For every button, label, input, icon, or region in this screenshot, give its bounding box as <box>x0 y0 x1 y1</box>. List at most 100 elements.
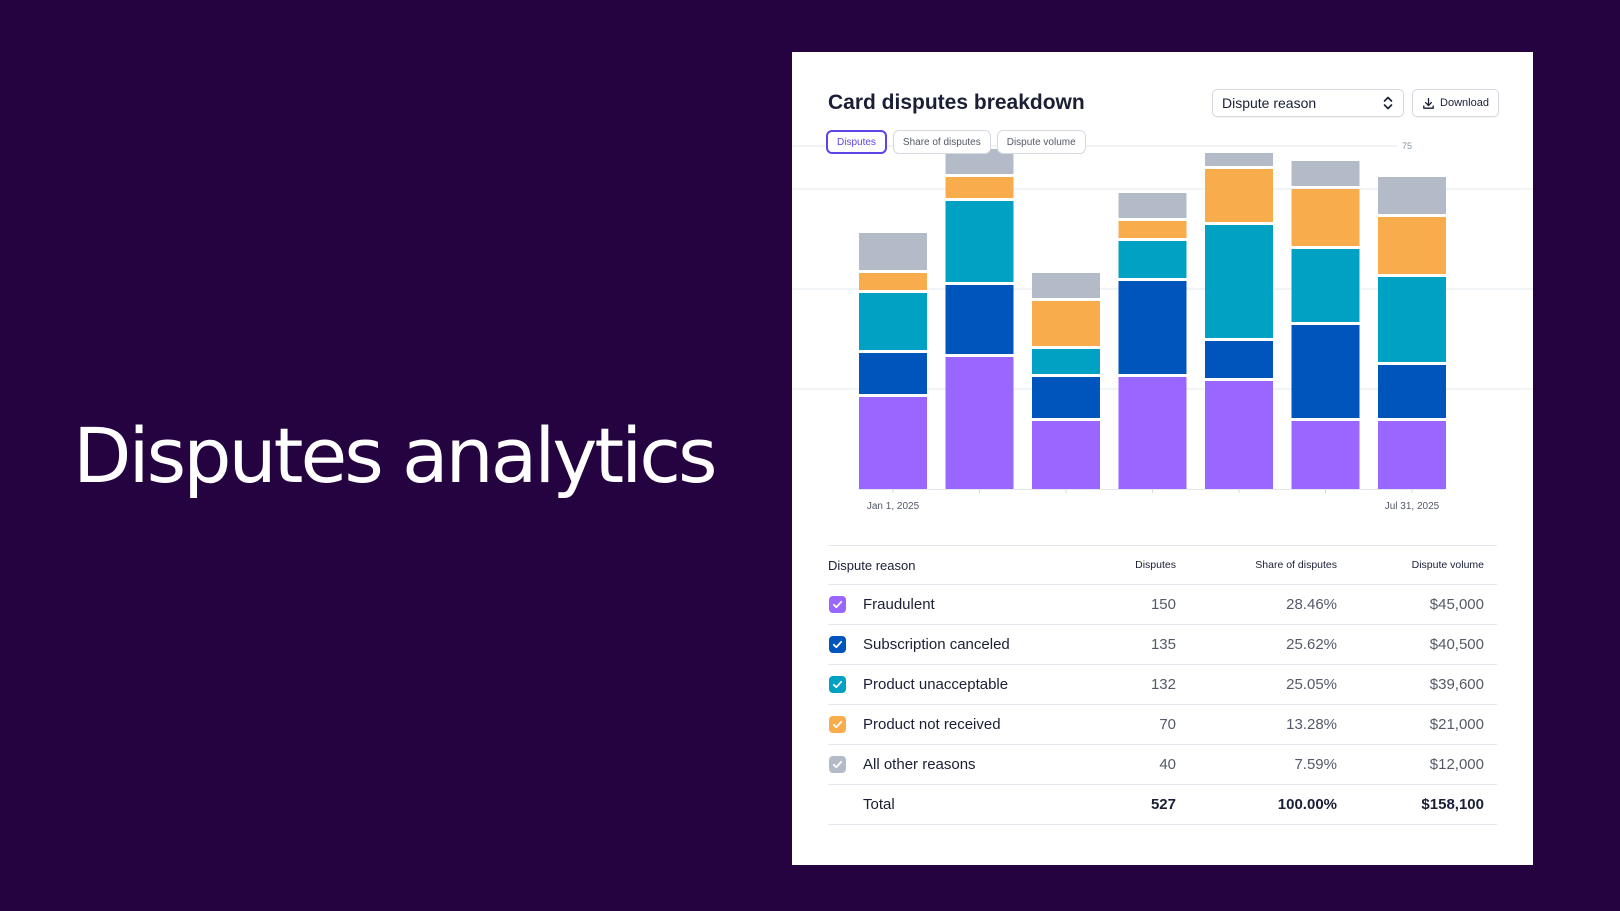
bar-segment <box>1118 281 1187 374</box>
bar-segment <box>1118 241 1187 278</box>
total-volume: $158,100 <box>1421 796 1484 813</box>
bar-segment <box>1032 273 1100 298</box>
checkbox-1[interactable] <box>829 636 846 653</box>
table-row: Product not received 70 13.28% $21,000 <box>828 705 1497 745</box>
bar-segment <box>1118 377 1187 489</box>
bar-segment <box>859 397 927 489</box>
reason-label: All other reasons <box>863 756 976 773</box>
bar-segment <box>859 233 927 270</box>
disputes-cell: 135 <box>1150 636 1176 653</box>
table-row: All other reasons 40 7.59% $12,000 <box>828 745 1497 785</box>
bar-segment <box>859 353 927 394</box>
stacked-bar-chart: 75 Jan 1, 2025 Jul 31, 2025 <box>792 141 1533 512</box>
bar-segment <box>1032 349 1100 374</box>
bar-segment <box>1378 217 1446 274</box>
check-icon <box>832 720 843 729</box>
header-share: Share of disputes <box>1255 559 1337 571</box>
volume-cell: $39,600 <box>1429 676 1484 693</box>
total-disputes: 527 <box>1150 796 1176 813</box>
reason-cell: All other reasons <box>828 756 1088 773</box>
bar-segment <box>1378 177 1446 214</box>
card-title: Card disputes breakdown <box>828 91 1085 114</box>
share-cell: 25.05% <box>1286 676 1337 693</box>
share-cell: 28.46% <box>1286 596 1337 613</box>
volume-cell: $21,000 <box>1429 716 1484 733</box>
reason-label: Fraudulent <box>863 596 935 613</box>
checkbox-2[interactable] <box>829 676 846 693</box>
check-icon <box>832 760 843 769</box>
volume-cell: $12,000 <box>1429 756 1484 773</box>
tab-share-of-disputes[interactable]: Share of disputes <box>892 130 991 154</box>
tab-dispute-volume[interactable]: Dispute volume <box>996 130 1086 154</box>
x-tick-label: Jul 31, 2025 <box>1385 501 1440 512</box>
bar-segment <box>1118 193 1187 218</box>
table-header: Dispute reason Disputes Share of dispute… <box>828 545 1497 585</box>
dispute-reason-select[interactable]: Dispute reason <box>1212 89 1404 117</box>
reason-cell: Product not received <box>828 716 1088 733</box>
checkbox-0[interactable] <box>829 596 846 613</box>
total-row: Total 527 100.00% $158,100 <box>828 785 1497 825</box>
bar-segment <box>1032 301 1100 346</box>
disputes-cell: 132 <box>1150 676 1176 693</box>
download-label: Download <box>1440 97 1489 109</box>
reason-label: Product unacceptable <box>863 676 1009 693</box>
bar-segment <box>1032 377 1100 418</box>
share-cell: 7.59% <box>1294 756 1337 773</box>
bar-segment <box>1291 325 1360 418</box>
bar-segment <box>1291 161 1360 186</box>
reason-label: Subscription canceled <box>863 636 1010 653</box>
checkbox-3[interactable] <box>829 716 846 733</box>
bar-segment <box>1378 365 1446 418</box>
checkbox-4[interactable] <box>829 756 846 773</box>
share-cell: 13.28% <box>1286 716 1337 733</box>
bar-segment <box>1205 225 1273 338</box>
header-dispute-reason: Dispute reason <box>828 557 916 573</box>
bar-segment <box>1205 381 1273 489</box>
bar-segment <box>1291 421 1360 489</box>
bar-segment <box>859 293 927 350</box>
bar-segment <box>945 285 1014 354</box>
bar-segment <box>1032 421 1100 489</box>
bar-segment <box>1205 153 1273 166</box>
total-label: Total <box>863 796 895 813</box>
metric-tabs: Disputes Share of disputes Dispute volum… <box>826 130 1086 154</box>
table-row: Fraudulent 150 28.46% $45,000 <box>828 585 1497 625</box>
check-icon <box>832 600 843 609</box>
chevron-updown-icon <box>1383 96 1393 110</box>
volume-cell: $40,500 <box>1429 636 1484 653</box>
bar-segment <box>1118 221 1187 238</box>
disputes-card: Card disputes breakdown Dispute reason D… <box>792 52 1533 865</box>
disputes-table: Dispute reason Disputes Share of dispute… <box>828 545 1497 825</box>
disputes-cell: 70 <box>1159 716 1176 733</box>
header-disputes: Disputes <box>1135 559 1176 571</box>
volume-cell: $45,000 <box>1429 596 1484 613</box>
bar-segment <box>1378 421 1446 489</box>
table-row: Subscription canceled 135 25.62% $40,500 <box>828 625 1497 665</box>
header-volume: Dispute volume <box>1411 559 1484 571</box>
bar-segment <box>1205 341 1273 378</box>
download-icon <box>1423 97 1434 109</box>
share-cell: 25.62% <box>1286 636 1337 653</box>
check-icon <box>832 640 843 649</box>
x-tick-label: Jan 1, 2025 <box>867 501 920 512</box>
tab-disputes[interactable]: Disputes <box>826 130 887 154</box>
download-button[interactable]: Download <box>1412 89 1499 117</box>
bar-segment <box>1378 277 1446 362</box>
disputes-cell: 40 <box>1159 756 1176 773</box>
reason-cell: Product unacceptable <box>828 676 1088 693</box>
table-row: Product unacceptable 132 25.05% $39,600 <box>828 665 1497 705</box>
bar-segment <box>859 273 927 290</box>
reason-cell: Fraudulent <box>828 596 1088 613</box>
bar-segment <box>945 177 1014 198</box>
total-share: 100.00% <box>1277 796 1337 813</box>
bar-segment <box>1291 189 1360 246</box>
reason-cell: Subscription canceled <box>828 636 1088 653</box>
bar-segment <box>1291 249 1360 322</box>
hero-title: Disputes analytics <box>73 411 718 500</box>
check-icon <box>832 680 843 689</box>
select-value: Dispute reason <box>1222 95 1317 111</box>
bar-segment <box>945 357 1014 489</box>
y-tick-label: 75 <box>1402 141 1412 151</box>
bar-segment <box>945 201 1014 282</box>
bar-segment <box>1205 169 1273 222</box>
